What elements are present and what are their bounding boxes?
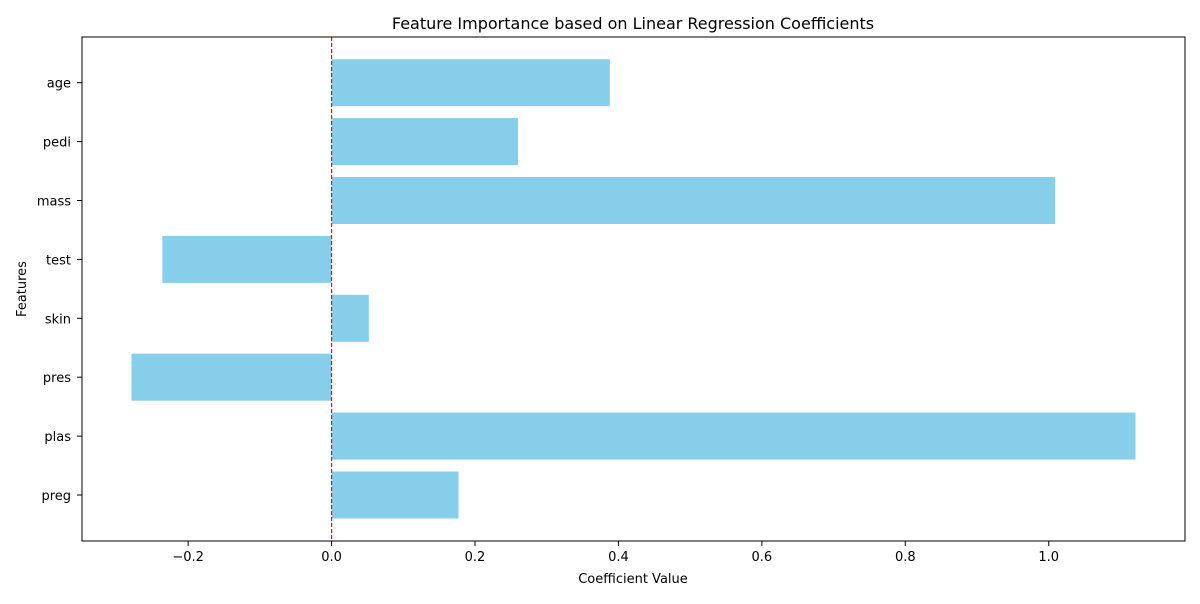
y-tick-label-skin: skin xyxy=(45,312,71,327)
y-tick-label-pedi: pedi xyxy=(43,136,71,151)
x-tick-label: 0.2 xyxy=(465,550,486,565)
x-tick-label: 0.4 xyxy=(608,550,629,565)
y-tick-label-pres: pres xyxy=(43,371,71,386)
x-tick-label: 0.0 xyxy=(321,550,342,565)
y-tick-label-preg: preg xyxy=(41,489,71,504)
y-axis-label: Features xyxy=(15,261,30,317)
bars-layer xyxy=(131,59,1136,519)
x-tick-label: 0.8 xyxy=(895,550,916,565)
bar-skin xyxy=(331,294,369,342)
bar-plas xyxy=(331,412,1136,460)
x-axis-label: Coefficient Value xyxy=(578,572,688,587)
y-tick-label-mass: mass xyxy=(37,195,71,210)
bar-preg xyxy=(331,471,459,519)
y-ticks-layer: preg plas pres skin test mass pedi age xyxy=(37,77,82,504)
bar-pres xyxy=(131,353,332,401)
x-ticks-layer: −0.2 0.0 0.2 0.4 0.6 0.8 1.0 xyxy=(172,541,1059,565)
bar-test xyxy=(162,235,332,283)
x-tick-label: 0.6 xyxy=(752,550,773,565)
bar-pedi xyxy=(331,118,519,166)
x-tick-label: −0.2 xyxy=(172,550,204,565)
y-tick-label-plas: plas xyxy=(44,430,71,445)
y-tick-label-age: age xyxy=(47,77,71,92)
bar-mass xyxy=(331,177,1056,224)
x-tick-label: 1.0 xyxy=(1038,550,1059,565)
plot-frame xyxy=(81,36,1186,542)
bar-age xyxy=(331,59,610,107)
y-tick-label-test: test xyxy=(46,253,71,268)
chart-title: Feature Importance based on Linear Regre… xyxy=(392,14,874,33)
